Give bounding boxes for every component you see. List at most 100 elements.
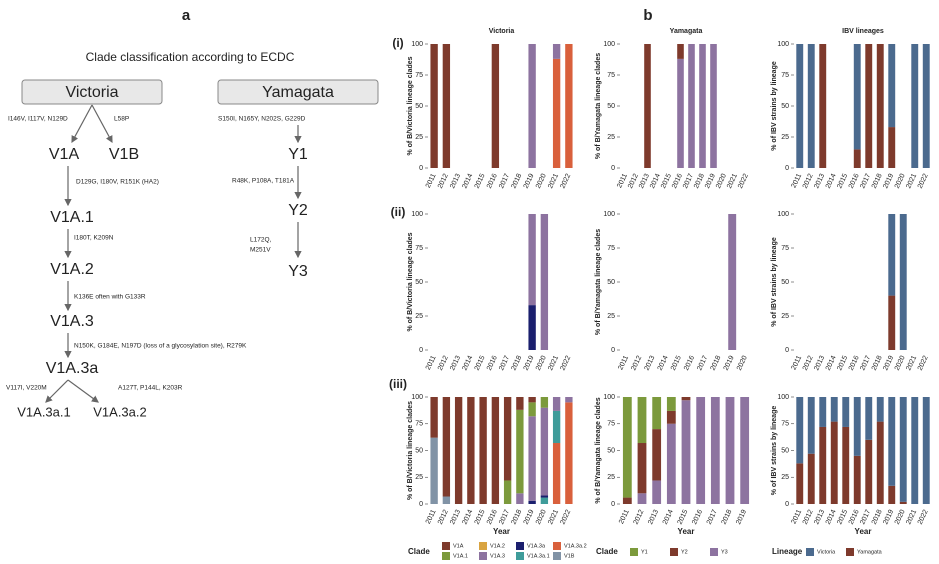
lineage: Yamagata [262, 84, 334, 101]
bar-segment [922, 44, 930, 168]
bar-segment [442, 44, 451, 168]
y-axis-label: % of IBV strains by lineage [771, 406, 778, 496]
panel-label: b [643, 7, 652, 24]
y-tick-label: 100 [411, 394, 423, 401]
bar-segment [865, 397, 873, 440]
y-tick-label: 25 [781, 313, 789, 320]
row-label: (i) [392, 36, 403, 50]
bar-segment [853, 149, 861, 168]
mutation: R48K, P108A, T181A [232, 178, 295, 185]
bar-segment [911, 44, 919, 168]
bar-segment [540, 497, 549, 504]
y-axis-label: % of B/Yamagata lineage clades [595, 397, 602, 503]
bar-segment [516, 493, 524, 504]
legend-label: Victoria [817, 549, 836, 555]
legend-label: Yamagata [857, 549, 883, 555]
bar-segment [807, 397, 815, 454]
legend-label: V1A [453, 543, 464, 549]
bar-segment [888, 44, 896, 128]
clade: V1A.3a.2 [93, 404, 147, 419]
clade: V1B [109, 146, 139, 163]
bar-segment [876, 421, 884, 504]
bar-segment [796, 397, 804, 464]
y-tick-label: 25 [415, 134, 423, 141]
y-axis-label: % of IBV strains by lineage [771, 237, 778, 327]
bar-segment [710, 44, 717, 168]
legend-swatch [442, 552, 450, 560]
bar-segment [652, 429, 662, 481]
mutation: S150I, N165Y, N202S, G229D [218, 116, 306, 123]
x-tick-label: 2015 [670, 355, 683, 372]
y-tick-label: 100 [603, 394, 615, 401]
bar-segment [442, 496, 451, 504]
x-axis-label: Year [855, 527, 872, 536]
bar-segment [528, 214, 536, 306]
lineage: Victoria [65, 84, 118, 101]
bar-segment [710, 397, 720, 504]
mutation: D129G, I180V, R151K (HA2) [76, 179, 159, 186]
row-label: (iii) [389, 377, 407, 391]
legend-swatch [516, 552, 524, 560]
legend-title: Clade [408, 547, 430, 556]
bar-segment [644, 44, 651, 168]
bar-segment [540, 214, 549, 350]
panel-label: a [182, 7, 191, 24]
bar-segment [899, 214, 907, 350]
bar-segment [652, 397, 662, 430]
legend-label: V1A.3a.2 [564, 543, 587, 549]
bar-segment [528, 44, 536, 168]
legend-label: V1A.3a.1 [527, 553, 550, 559]
x-tick-label: 2019 [723, 355, 736, 372]
x-tick-label: 2012 [633, 509, 646, 526]
clade: V1A.3a [46, 360, 99, 377]
bar-segment [807, 453, 815, 504]
y-tick-label: 0 [419, 165, 423, 172]
bar-segment [491, 44, 500, 168]
y-tick-label: 25 [781, 134, 789, 141]
y-tick-label: 100 [777, 41, 789, 48]
bar-segment [540, 495, 549, 498]
bar-segment [796, 463, 804, 504]
bar-segment [876, 44, 884, 168]
bar-segment [911, 397, 919, 504]
legend-swatch [479, 552, 487, 560]
x-tick-label: 2018 [710, 355, 723, 372]
y-tick-label: 100 [603, 211, 615, 218]
bar-segment [728, 214, 737, 350]
x-tick-label: 2022 [917, 509, 930, 526]
bar-segment [853, 44, 861, 150]
bar-segment [853, 455, 861, 504]
x-axis-label: Year [493, 527, 510, 536]
x-tick-label: 2012 [630, 355, 643, 372]
bar-segment [796, 44, 804, 168]
bar-segment [552, 410, 561, 444]
y-tick-label: 0 [785, 347, 789, 354]
y-axis-label: % of IBV strains by lineage [771, 61, 778, 151]
y-tick-label: 100 [411, 41, 423, 48]
legend-swatch [710, 548, 718, 556]
bar-segment [516, 409, 524, 494]
clade: V1A.2 [50, 261, 94, 278]
x-tick-label: 2011 [617, 355, 630, 372]
y-tick-label: 0 [419, 501, 423, 508]
y-tick-label: 50 [607, 103, 615, 110]
bar-segment [688, 44, 695, 168]
y-tick-label: 50 [607, 279, 615, 286]
bar-segment [454, 397, 463, 504]
y-tick-label: 75 [781, 421, 789, 428]
x-tick-label: 2015 [677, 509, 690, 526]
y-tick-label: 0 [611, 347, 615, 354]
y-tick-label: 50 [607, 447, 615, 454]
y-axis-label: % of B/Victoria lineage clades [407, 401, 414, 500]
bar-segment [830, 421, 838, 504]
bar-segment [865, 439, 873, 504]
bar-segment [540, 407, 549, 496]
x-tick-label: 2022 [559, 355, 572, 372]
clade: Y3 [288, 263, 308, 280]
legend-title: Lineage [772, 547, 803, 556]
bar-segment [528, 397, 536, 403]
legend-swatch [670, 548, 678, 556]
bar-segment [819, 44, 827, 168]
bar-segment [528, 402, 536, 417]
legend-swatch [516, 542, 524, 550]
